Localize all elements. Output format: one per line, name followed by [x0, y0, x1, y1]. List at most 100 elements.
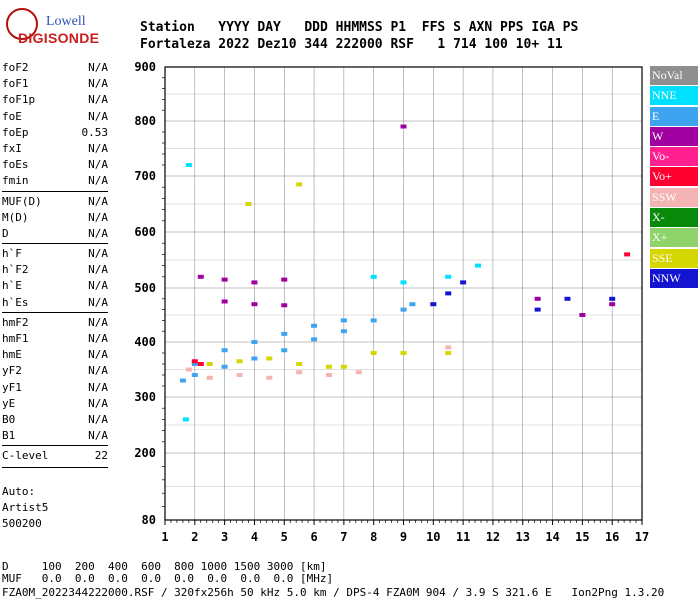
legend-item-x: X+	[650, 228, 698, 248]
echo-point	[579, 313, 586, 317]
logo-lowell-text: Lowell	[46, 14, 86, 29]
param-value: N/A	[88, 174, 108, 188]
echo-point	[609, 302, 616, 307]
echo-point	[197, 362, 204, 366]
echo-point	[221, 299, 228, 304]
x-tick-label: 9	[400, 530, 407, 544]
x-tick-label: 11	[456, 530, 470, 544]
param-name: foE	[2, 109, 22, 123]
logo-ring-icon	[6, 8, 38, 40]
echo-point	[445, 345, 452, 350]
param-value: N/A	[88, 263, 108, 277]
param-value: N/A	[88, 279, 108, 293]
legend-item-ssw: SSW	[650, 187, 698, 207]
y-tick-label: 300	[134, 390, 156, 404]
echo-point	[311, 323, 318, 328]
echo-point	[400, 124, 407, 129]
echo-point	[191, 359, 198, 364]
param-row: h`E N/A	[2, 278, 108, 294]
legend-item-e: E	[650, 106, 698, 126]
echo-point	[340, 364, 347, 369]
echo-point	[185, 163, 192, 167]
param-name: B1	[2, 429, 16, 443]
param-name: fmin	[2, 174, 29, 188]
echo-point	[191, 373, 198, 377]
echo-point	[370, 318, 377, 323]
echo-point	[445, 351, 452, 355]
footer-d-row: D 100 200 400 600 800 1000 1500 3000 [km…	[2, 560, 327, 573]
echo-point	[266, 375, 273, 380]
param-separator	[2, 190, 108, 194]
echo-point	[534, 296, 541, 301]
echo-point	[296, 362, 303, 366]
param-separator	[2, 311, 108, 315]
header-values: Fortaleza 2022 Dez10 344 222000 RSF 1 71…	[140, 37, 563, 52]
legend-item-nnw: NNW	[650, 268, 698, 288]
legend-item-w: W	[650, 126, 698, 146]
param-name: hmF2	[2, 315, 29, 329]
echo-point	[609, 296, 616, 301]
artist-label: Artist5	[2, 501, 49, 514]
echo-point	[400, 307, 407, 312]
x-tick-label: 1	[161, 530, 168, 544]
echo-point	[624, 252, 631, 257]
param-value: N/A	[88, 364, 108, 378]
echo-point	[236, 359, 243, 364]
digisonde-logo: Lowell DIGISONDE	[6, 8, 99, 48]
param-name: foF1	[2, 77, 29, 91]
param-value: N/A	[88, 315, 108, 329]
y-tick-label: 500	[134, 281, 156, 295]
param-name: foF2	[2, 61, 29, 74]
param-value: N/A	[88, 226, 108, 240]
param-name: fxI	[2, 141, 22, 155]
param-row: yF1 N/A	[2, 380, 108, 396]
echo-point	[445, 291, 452, 296]
param-name: foEs	[2, 158, 29, 172]
echo-point	[534, 307, 541, 312]
header-labels: Station YYYY DAY DDD HHMMSS P1 FFS S AXN…	[140, 20, 579, 35]
param-value: N/A	[88, 429, 108, 443]
legend-item-x: X-	[650, 208, 698, 228]
echo-point	[221, 364, 228, 369]
param-row: B1 N/A	[2, 428, 108, 444]
x-tick-label: 5	[281, 530, 288, 544]
param-row: foF1p N/A	[2, 92, 108, 108]
footer-file-row: FZA0M_2022344222000.RSF / 320fx256h 50 k…	[2, 586, 665, 599]
param-name: h`F2	[2, 263, 29, 277]
x-tick-label: 3	[221, 530, 228, 544]
echo-point	[179, 378, 186, 383]
param-value: N/A	[88, 380, 108, 394]
echo-point	[325, 373, 332, 377]
clevel-value: 22	[94, 449, 108, 463]
echo-points	[179, 124, 631, 422]
param-separator	[2, 242, 108, 246]
param-value: N/A	[88, 295, 108, 309]
param-separator	[2, 466, 108, 468]
x-tick-label: 14	[545, 530, 559, 544]
echo-point	[266, 356, 273, 361]
param-value: N/A	[88, 247, 108, 261]
artist-code: 500200	[2, 517, 42, 530]
legend-item-vo: Vo-	[650, 147, 698, 167]
echo-point	[221, 348, 228, 353]
param-row: h`F N/A	[2, 246, 108, 262]
y-tick-label: 80	[142, 513, 156, 527]
echo-point	[191, 362, 198, 366]
echo-point	[185, 367, 192, 372]
param-name: M(D)	[2, 210, 29, 224]
param-row: MUF(D) N/A	[2, 194, 108, 210]
param-row: fxI N/A	[2, 141, 108, 157]
param-value: N/A	[88, 141, 108, 155]
param-value: N/A	[88, 61, 108, 74]
echo-point	[340, 318, 347, 323]
x-tick-label: 15	[575, 530, 589, 544]
y-tick-label: 600	[134, 225, 156, 239]
param-name: foEp	[2, 125, 29, 139]
echo-point	[409, 302, 416, 307]
x-tick-label: 4	[251, 530, 258, 544]
x-tick-label: 6	[310, 530, 317, 544]
echo-point	[206, 362, 213, 366]
param-separator	[2, 444, 108, 448]
legend-item-nne: NNE	[650, 86, 698, 106]
echo-point	[245, 202, 252, 206]
